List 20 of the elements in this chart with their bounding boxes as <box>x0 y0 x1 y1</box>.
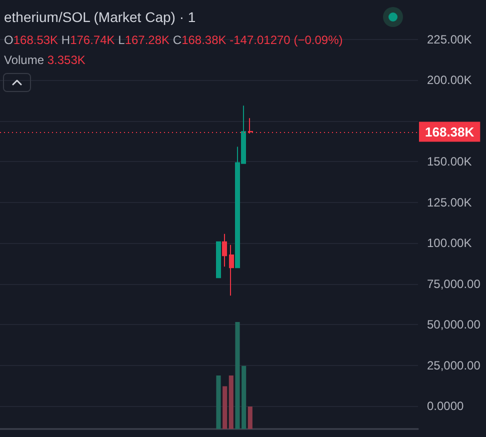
y-tick-label: 125.00K <box>427 195 472 210</box>
bar <box>228 376 234 429</box>
text: etherium/SOL (Market Cap) · 1 <box>4 9 196 25</box>
y-tick-label: 75,000.00 <box>427 276 481 291</box>
annotation: Volume 3.353K <box>4 53 86 67</box>
y-tick-label: 100.00K <box>427 236 472 250</box>
y-tick-label: 50,000.00 <box>427 318 481 332</box>
candlestick <box>222 233 227 268</box>
ref-line-label: 168.38K <box>425 124 475 140</box>
candlestick <box>229 244 234 296</box>
y-tick-label: 200.00K <box>427 73 472 88</box>
bar <box>216 376 221 429</box>
bar <box>222 386 228 429</box>
y-tick-label: 0.0000 <box>427 399 464 414</box>
bar <box>248 406 252 429</box>
y-tick-label: 150.00K <box>427 154 472 169</box>
candlestick <box>216 241 221 278</box>
text: O168.53K H176.74K L167.28K C168.38K -147.01270 (−0.09%) <box>4 33 343 47</box>
y-tick-label: 225.00K <box>427 32 472 46</box>
y-tick-label: 25,000.00 <box>427 358 481 372</box>
